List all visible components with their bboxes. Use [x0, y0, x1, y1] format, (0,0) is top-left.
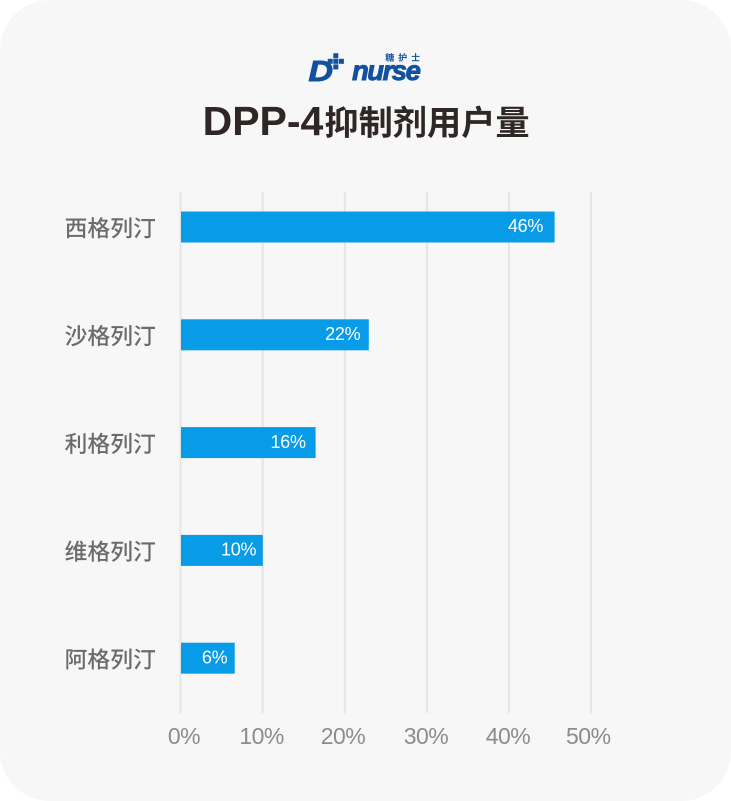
svg-text:10%: 10%	[239, 723, 284, 749]
svg-text:10%: 10%	[221, 540, 256, 560]
svg-text:DPP-4: DPP-4	[203, 98, 324, 144]
svg-text:40%: 40%	[486, 723, 531, 749]
svg-text:30%: 30%	[404, 723, 449, 749]
svg-text:16%: 16%	[271, 432, 306, 452]
svg-text:50%: 50%	[566, 723, 611, 749]
svg-text:0%: 0%	[168, 723, 200, 749]
svg-text:20%: 20%	[321, 723, 366, 749]
svg-text:46%: 46%	[508, 216, 543, 236]
svg-text:6%: 6%	[202, 647, 228, 667]
svg-text:22%: 22%	[325, 324, 360, 344]
